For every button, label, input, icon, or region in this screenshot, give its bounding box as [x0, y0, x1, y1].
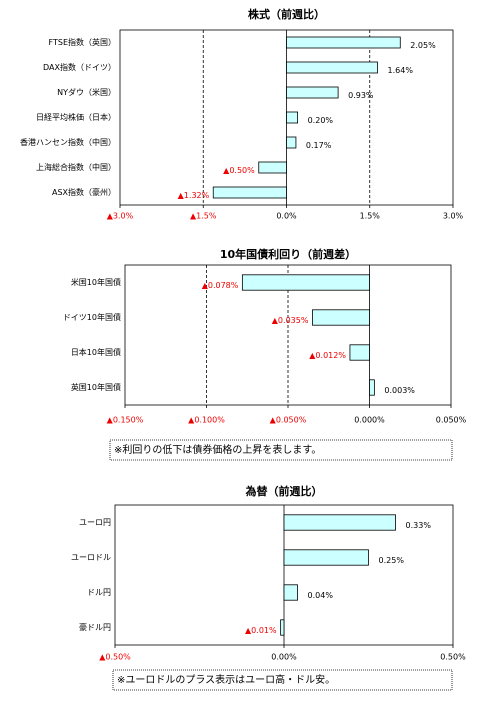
y-tick-label: 日経平均株価（日本） [36, 112, 116, 122]
bar [241, 274, 370, 291]
value-label: ▲0.012% [309, 351, 346, 360]
bar [369, 379, 375, 396]
y-tick-label: DAX指数（ドイツ） [43, 62, 116, 72]
bar [286, 86, 339, 99]
bar [286, 136, 297, 149]
value-label: 0.17% [306, 141, 332, 150]
bar [283, 514, 396, 531]
y-tick-label: ユーロ円 [79, 518, 111, 527]
y-tick-label: ドイツ10年国債 [63, 312, 121, 322]
x-tick-label: 0.050% [436, 416, 467, 425]
chart-title: 為替（前週比） [246, 484, 323, 498]
x-tick-label: ▲0.150% [107, 416, 144, 425]
x-tick-label: 0.00% [271, 653, 297, 662]
y-tick-label: 豪ドル円 [79, 622, 111, 632]
x-tick-label: 0.50% [440, 653, 466, 662]
bar [286, 36, 401, 49]
x-tick-label: 0.0% [276, 212, 297, 221]
value-label: 0.93% [348, 91, 374, 100]
value-label: ▲0.078% [202, 281, 239, 290]
value-label: 0.04% [308, 591, 334, 600]
bar [286, 111, 299, 124]
bar [258, 161, 287, 174]
bar [283, 549, 369, 566]
note-box [109, 439, 453, 461]
y-tick-label: FTSE指数（英国） [49, 37, 116, 47]
chart-title: 10年国債利回り（前週差） [220, 247, 356, 261]
y-tick-label: NYダウ（米国） [57, 87, 116, 97]
y-tick-label: 日本10年国債 [71, 347, 121, 357]
bar [286, 61, 378, 74]
value-label: 0.33% [406, 521, 432, 530]
x-tick-label: 3.0% [443, 212, 464, 221]
x-tick-label: ▲0.50% [99, 653, 131, 662]
chart-title: 株式（前週比） [248, 7, 325, 21]
x-tick-label: ▲0.100% [188, 416, 225, 425]
y-tick-label: 香港ハンセン指数（中国） [20, 137, 116, 147]
bar [283, 584, 298, 601]
note: ※ユーロドルのプラス表示はユーロ高・ドル安。 [117, 673, 335, 686]
x-tick-label: 1.5% [360, 212, 381, 221]
value-label: ▲0.035% [272, 316, 309, 325]
note: ※利回りの低下は債券価格の上昇を表します。 [114, 443, 321, 456]
y-tick-label: 米国10年国債 [71, 277, 121, 287]
value-label: 0.25% [379, 556, 405, 565]
value-label: ▲1.32% [178, 191, 210, 200]
x-tick-label: 0.000% [354, 416, 385, 425]
y-tick-label: 上海総合指数（中国） [36, 162, 116, 172]
bar [349, 344, 370, 361]
y-tick-label: 英国10年国債 [71, 382, 121, 392]
note-box [112, 669, 453, 691]
y-tick-label: ドル円 [87, 588, 111, 597]
value-label: ▲0.01% [245, 626, 277, 635]
y-tick-label: ASX指数（豪州） [52, 187, 116, 197]
y-tick-label: ユーロドル [71, 553, 111, 562]
value-label: 2.05% [410, 41, 436, 50]
bar [312, 309, 370, 326]
x-tick-label: ▲0.050% [270, 416, 307, 425]
value-label: ▲0.50% [223, 166, 255, 175]
bar [212, 186, 287, 199]
value-label: 1.64% [388, 66, 414, 75]
value-label: 0.003% [384, 386, 415, 395]
value-label: 0.20% [308, 116, 334, 125]
bar [280, 619, 285, 636]
x-tick-label: ▲3.0% [107, 212, 134, 221]
x-tick-label: ▲1.5% [190, 212, 217, 221]
